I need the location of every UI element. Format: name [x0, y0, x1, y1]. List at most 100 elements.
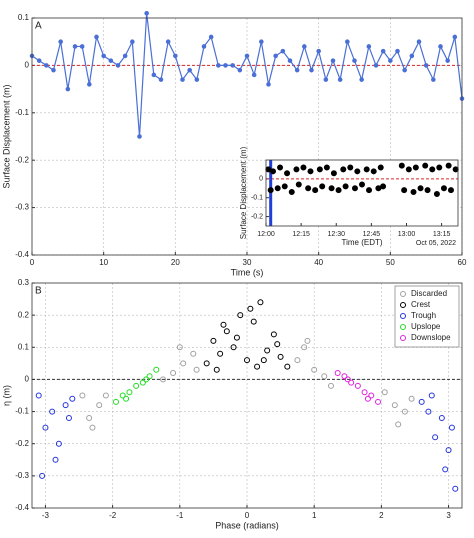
data-point [201, 44, 207, 49]
data-point [377, 164, 384, 171]
data-point [447, 187, 454, 194]
data-point [96, 402, 103, 409]
data-point [143, 376, 150, 383]
data-point [130, 39, 135, 45]
y-tick-label: -0.1 [15, 407, 29, 416]
data-point [327, 382, 334, 389]
data-point [423, 63, 429, 68]
data-point [293, 166, 300, 173]
data-point [133, 382, 140, 389]
data-point [151, 72, 157, 78]
x-tick-label: 12:45 [363, 231, 381, 238]
data-point [352, 58, 357, 63]
data-point [176, 344, 183, 351]
y-tick-label: 0.3 [18, 278, 30, 287]
data-point [170, 370, 177, 376]
data-point [119, 392, 126, 399]
data-point [79, 44, 85, 49]
data-point [126, 389, 133, 396]
y-tick-label: -0.1 [251, 195, 263, 202]
data-point [288, 189, 295, 196]
data-point [102, 392, 109, 399]
data-point [270, 331, 277, 338]
data-point [277, 353, 284, 360]
x-tick-label: 0 [30, 258, 35, 267]
y-tick-label: 0.1 [18, 342, 30, 351]
plot-frame [31, 17, 463, 256]
data-point [213, 366, 220, 373]
data-point [445, 162, 452, 169]
data-point [180, 77, 185, 82]
data-point [321, 373, 328, 380]
data-point [187, 67, 192, 73]
legend-label: Crest [411, 300, 431, 309]
data-point [58, 39, 63, 45]
plot-frame [265, 159, 459, 227]
data-point [402, 67, 407, 73]
annotation: Oct 05, 2022 [416, 240, 456, 247]
data-point [86, 415, 93, 421]
y-tick-label: 0 [259, 176, 263, 183]
data-point [442, 466, 449, 473]
data-point [319, 183, 326, 190]
data-point [284, 170, 291, 177]
data-point [223, 328, 230, 335]
legend-swatch [400, 291, 406, 297]
data-point [266, 82, 271, 87]
x-axis-label: Time (s) [231, 267, 264, 277]
data-point [388, 58, 393, 63]
data-point [137, 134, 142, 139]
data-point [330, 170, 337, 177]
data-point [401, 408, 408, 415]
data-point [309, 67, 314, 73]
data-point [316, 48, 321, 54]
x-tick-label: -2 [109, 511, 117, 520]
x-tick-label: 12:00 [257, 231, 275, 238]
data-point [194, 77, 200, 82]
y-axis-label: Surface Displacement (m) [239, 146, 248, 239]
data-point [49, 408, 56, 415]
data-point [160, 376, 167, 383]
data-point [351, 185, 358, 192]
data-point [165, 39, 171, 45]
x-axis-label: Time (EDT) [341, 238, 382, 247]
data-point [412, 164, 419, 171]
data-point [244, 357, 250, 364]
data-point [260, 357, 267, 364]
data-point [416, 39, 422, 45]
y-tick-label: 0 [25, 61, 30, 70]
data-point [101, 53, 106, 59]
data-point [418, 398, 425, 405]
data-point [203, 360, 210, 367]
y-tick-label: 0.2 [18, 310, 30, 319]
data-point [158, 77, 164, 82]
data-point [244, 53, 250, 59]
data-point [440, 185, 447, 192]
data-point [359, 181, 365, 188]
data-point [108, 58, 114, 63]
data-point [94, 34, 99, 40]
legend-label: Upslope [411, 322, 441, 331]
data-point [395, 421, 402, 428]
data-point [294, 357, 301, 364]
data-point [301, 344, 308, 351]
data-point [445, 58, 450, 63]
data-point [323, 164, 330, 171]
data-point [312, 187, 319, 194]
x-tick-label: 13:15 [433, 231, 451, 238]
legend-swatch [400, 302, 406, 308]
data-point [52, 456, 59, 463]
x-tick-label: 10 [99, 258, 108, 267]
data-point [366, 44, 372, 49]
data-point [247, 305, 254, 312]
data-point [42, 424, 49, 431]
y-axis-label: Surface Displacement (m) [2, 84, 12, 188]
data-point [373, 63, 379, 68]
data-point [223, 63, 228, 68]
data-point [391, 402, 398, 409]
y-tick-label: -0.2 [251, 213, 263, 220]
data-point [345, 39, 350, 45]
data-point [381, 389, 388, 396]
data-point [368, 392, 375, 399]
